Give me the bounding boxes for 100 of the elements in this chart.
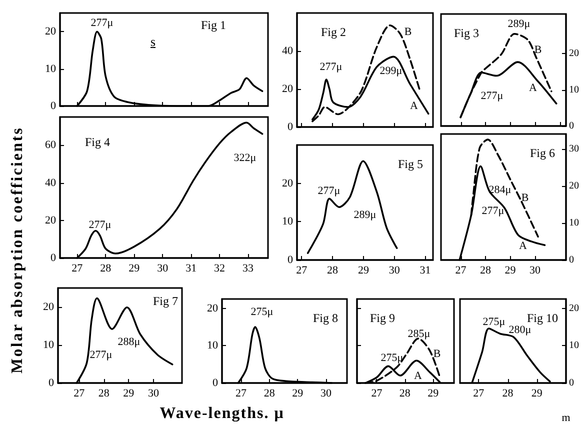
x-tick-label: 28 bbox=[98, 388, 110, 400]
annotation: 277μ bbox=[480, 90, 504, 102]
x-tick-label: 28 bbox=[100, 262, 112, 274]
annotation: 275μ bbox=[380, 352, 404, 364]
annotation: A bbox=[410, 100, 418, 112]
y-tick-label: 60 bbox=[45, 139, 56, 152]
annotation: 289μ bbox=[354, 209, 376, 221]
annotation: B bbox=[534, 44, 542, 56]
y-tick-label: 20 bbox=[43, 301, 54, 313]
y-tick-label: 0 bbox=[569, 120, 574, 132]
text: Fig 6 bbox=[530, 146, 556, 160]
y-tick-label: 10 bbox=[282, 216, 294, 228]
annotation: A bbox=[529, 82, 537, 94]
x-tick-label: 27 bbox=[371, 388, 383, 400]
annotation: 288μ bbox=[118, 336, 140, 348]
x-tick-label: 30 bbox=[320, 388, 332, 400]
y-tick-label: 0 bbox=[569, 378, 574, 388]
text: Fig 8 bbox=[313, 311, 338, 325]
annotation: s bbox=[150, 34, 156, 50]
x-tick-label: 28 bbox=[399, 388, 411, 400]
x-tick-label: 29 bbox=[504, 264, 516, 276]
x-axis-title: Wave-lengths. μ bbox=[160, 405, 284, 423]
x-tick-label: 30 bbox=[148, 388, 160, 400]
x-tick-label: 30 bbox=[530, 264, 542, 276]
x-tick-label: 29 bbox=[128, 262, 140, 274]
y-tick-label: 20 bbox=[569, 180, 579, 192]
annotation: B bbox=[433, 348, 441, 360]
annotation: A bbox=[414, 370, 422, 382]
y-tick-label: 10 bbox=[569, 217, 579, 228]
y-tick-label: 20 bbox=[207, 302, 218, 314]
x-tick-label: 32 bbox=[214, 262, 226, 274]
x-tick-label: 30 bbox=[388, 264, 400, 276]
annotation: 277μ bbox=[90, 349, 112, 361]
y-tick-label: 0 bbox=[48, 377, 54, 389]
x-tick-label: 27 bbox=[72, 262, 84, 274]
annotation: A bbox=[519, 240, 527, 252]
y-tick-label: 10 bbox=[569, 340, 579, 352]
y-tick-label: 20 bbox=[569, 302, 579, 314]
x-tick-label: 27 bbox=[74, 388, 86, 400]
x-tick-label: 30 bbox=[157, 262, 169, 274]
x-tick-label: 28 bbox=[264, 388, 276, 400]
x-tick-label: 29 bbox=[358, 264, 370, 276]
y-tick-label: 20 bbox=[569, 48, 579, 60]
text: Fig 3 bbox=[454, 26, 480, 40]
y-tick-label: 20 bbox=[45, 26, 56, 38]
annotation: 277μ bbox=[482, 205, 504, 217]
annotation: 277μ bbox=[318, 185, 340, 197]
text: Fig 4 bbox=[85, 135, 110, 149]
chart-title: Fig 1 bbox=[201, 18, 226, 32]
x-tick-label: 27 bbox=[235, 388, 247, 400]
y-tick-label: 10 bbox=[207, 340, 218, 352]
annotation: 299μ bbox=[380, 65, 402, 77]
y-tick-label: 40 bbox=[45, 176, 56, 189]
text: Fig 5 bbox=[398, 157, 424, 171]
y-tick-label: 10 bbox=[43, 339, 54, 351]
annotation: B bbox=[521, 192, 529, 204]
y-tick-label: 0 bbox=[212, 377, 218, 389]
text: Fig 10 bbox=[527, 311, 558, 325]
y-tick-label: 20 bbox=[282, 177, 294, 190]
x-tick-label: 29 bbox=[123, 388, 135, 400]
annotation: B bbox=[404, 26, 412, 38]
y-tick-label: 0 bbox=[288, 121, 294, 133]
x-tick-label: 31 bbox=[420, 264, 431, 276]
text: Fig 2 bbox=[321, 25, 346, 39]
annotation: 280μ bbox=[508, 324, 532, 336]
annotation: 275μ bbox=[250, 306, 274, 318]
y-axis-title: Molar absorption coefficients bbox=[9, 126, 27, 374]
annotation: 275μ bbox=[482, 316, 506, 328]
x-tick-label: 27 bbox=[473, 388, 485, 400]
y-tick-label: 0 bbox=[288, 254, 294, 266]
y-tick-label: 20 bbox=[45, 214, 56, 226]
annotation: 289μ bbox=[508, 18, 530, 30]
x-tick-label: 29 bbox=[428, 388, 440, 400]
y-tick-label: 10 bbox=[569, 84, 579, 96]
x-tick-label: 28 bbox=[327, 264, 339, 276]
y-tick-label: 10 bbox=[45, 62, 56, 75]
y-tick-label: 0 bbox=[50, 100, 56, 112]
annotation: 322μ bbox=[234, 152, 256, 164]
annotation: 277μ bbox=[320, 61, 342, 73]
x-tick-label: 29 bbox=[292, 388, 304, 400]
x-tick-label: 27 bbox=[296, 264, 308, 276]
text: Fig 9 bbox=[370, 311, 396, 325]
y-tick-label: 40 bbox=[282, 45, 294, 57]
text: Fig 7 bbox=[153, 294, 178, 308]
y-tick-label: 0 bbox=[569, 254, 574, 266]
x-tick-label: 28 bbox=[480, 264, 492, 276]
annotation: 277μ bbox=[88, 219, 112, 231]
annotation: 284μ bbox=[488, 184, 512, 196]
x-tick-label: 29 bbox=[531, 388, 543, 400]
y-tick-label: 20 bbox=[282, 83, 294, 95]
y-tick-label: 0 bbox=[50, 252, 56, 264]
x-tick-label: 28 bbox=[502, 388, 514, 400]
y-tick-label: 30 bbox=[569, 143, 579, 154]
x-tick-label: 31 bbox=[186, 262, 197, 274]
x-tick-label: 33 bbox=[242, 262, 254, 274]
x-tick-label: 27 bbox=[455, 264, 467, 276]
text: m bbox=[562, 412, 570, 424]
annotation: 277μ bbox=[90, 17, 114, 29]
annotation: 285μ bbox=[408, 328, 430, 340]
line-series bbox=[306, 160, 398, 254]
